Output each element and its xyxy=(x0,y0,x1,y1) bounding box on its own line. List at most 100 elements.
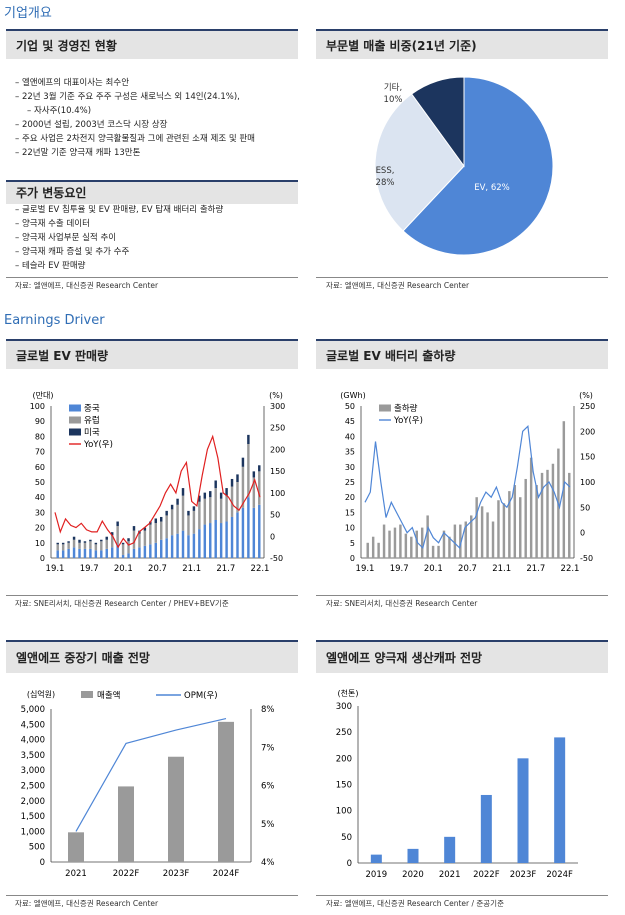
y2-tick-label: 100 xyxy=(580,478,595,487)
company-bullet: 2000년 설립, 2003년 코스닥 시장 상장 xyxy=(15,118,305,132)
bar-us xyxy=(83,541,87,543)
bar-us xyxy=(78,539,81,543)
capa-bar xyxy=(517,758,529,863)
divider xyxy=(6,895,298,896)
company-bullet-continued: 자사주(10.4%) xyxy=(15,104,305,118)
source-note: 자료: SNE리서치, 대신증권 Research Center xyxy=(326,599,478,608)
y2-tick-label: 6% xyxy=(261,782,275,792)
y-tick-label: 4,500 xyxy=(21,720,45,730)
y-tick-label: 100 xyxy=(30,402,45,411)
bar-us xyxy=(89,539,92,542)
y2-tick-label: 100 xyxy=(270,489,285,498)
bar-china xyxy=(72,547,76,558)
company-bullet: 22년 3월 기준 주요 주주 구성은 새로닉스 외 14인(24.1%), xyxy=(15,90,305,104)
bar-china xyxy=(198,529,201,558)
bar-shipment xyxy=(388,530,391,558)
x-tick-label: 2019 xyxy=(366,870,388,880)
bar-us xyxy=(67,541,70,543)
y-tick-label: 1,500 xyxy=(21,812,45,822)
bar-china xyxy=(100,550,103,558)
bar-europe xyxy=(236,482,239,513)
bar-europe xyxy=(78,542,81,549)
sales-bar xyxy=(68,832,84,862)
bar-shipment xyxy=(442,530,446,558)
y-tick-label: 5,000 xyxy=(21,705,45,715)
bar-china xyxy=(236,512,239,558)
capa-chart: (천톤) 300 250 200 150 100 50 0 2019 2020 2021 2022F 2… xyxy=(336,688,578,880)
y2-tick-label: 150 xyxy=(580,453,595,462)
y-tick-label: 35 xyxy=(345,448,355,457)
bar-europe xyxy=(149,524,152,545)
bar-china xyxy=(225,521,228,558)
bar-shipment xyxy=(459,524,462,558)
bar-china xyxy=(252,507,256,558)
bar-china xyxy=(176,533,179,558)
bar-europe xyxy=(176,504,179,534)
bar-china xyxy=(170,535,174,558)
ev-sales-chart: (만대) (%)100908070605040302010030025020015… xyxy=(30,391,286,574)
divider xyxy=(316,277,608,278)
bar-shipment xyxy=(366,542,369,558)
bar-shipment xyxy=(415,530,418,558)
y2-tick-label: 200 xyxy=(580,427,595,436)
divider xyxy=(6,595,298,596)
bar-europe xyxy=(100,541,103,551)
sales-bar xyxy=(168,756,184,862)
bar-shipment xyxy=(453,524,457,558)
bar-europe xyxy=(247,444,250,498)
y-tick-label: 90 xyxy=(35,417,45,426)
bar-china xyxy=(67,548,70,558)
bar-us xyxy=(225,488,228,496)
y2-axis-unit: (%) xyxy=(579,391,593,400)
y2-tick-label: 7% xyxy=(261,743,275,753)
x-tick-label: 2021 xyxy=(65,869,87,879)
pie-slice xyxy=(374,93,465,232)
bar-us xyxy=(110,532,114,536)
y-tick-label: 0 xyxy=(40,554,45,563)
bar-europe xyxy=(105,539,108,549)
y-tick-label: 1,000 xyxy=(21,827,45,837)
bar-shipment xyxy=(426,515,429,558)
bar-shipment xyxy=(469,515,473,558)
bar-china xyxy=(181,530,185,558)
y-tick-label: 0 xyxy=(40,858,45,868)
bar-shipment xyxy=(437,545,440,558)
mid-sales-panel-title: 엘앤에프 중장기 매출 전망 xyxy=(6,640,298,673)
bar-europe xyxy=(127,541,130,554)
bar-shipment xyxy=(393,527,397,558)
legend-swatch xyxy=(69,428,81,436)
y-tick-label: 3,000 xyxy=(21,766,45,776)
x-tick-label: 2024F xyxy=(213,869,240,879)
bar-europe xyxy=(192,510,196,534)
bar-europe xyxy=(181,495,185,531)
bar-shipment xyxy=(475,497,478,558)
bar-china xyxy=(192,533,196,558)
source-note: 자료: 엘앤에프, 대신증권 Research Center / 준공기준 xyxy=(326,899,504,908)
bar-europe xyxy=(159,521,163,540)
bar-shipment xyxy=(524,478,527,558)
pie-label-value: 28% xyxy=(376,178,395,188)
y-tick-label: 10 xyxy=(345,524,355,533)
bar-china xyxy=(247,497,250,558)
bar-us xyxy=(132,526,136,531)
y-tick-label: 70 xyxy=(35,448,45,457)
x-tick-label: 21.1 xyxy=(182,564,201,574)
bar-europe xyxy=(214,488,217,520)
bar-europe xyxy=(110,535,114,548)
bar-us xyxy=(116,521,119,527)
pie-slice xyxy=(410,76,465,168)
bar-us xyxy=(209,491,212,498)
bar-europe xyxy=(138,533,141,548)
y-tick-label: 300 xyxy=(336,702,352,712)
x-tick-label: 20.7 xyxy=(458,564,477,574)
bar-shipment xyxy=(491,521,495,558)
bar-europe xyxy=(225,495,228,522)
legend-label: 출하량 xyxy=(394,403,418,414)
bar-china xyxy=(159,539,163,558)
sales-bar xyxy=(218,721,234,862)
y-tick-label: 2,500 xyxy=(21,782,45,792)
bar-china xyxy=(214,520,217,558)
bar-us xyxy=(143,527,147,531)
y-tick-label: 0 xyxy=(347,859,352,869)
legend-swatch xyxy=(379,404,391,412)
